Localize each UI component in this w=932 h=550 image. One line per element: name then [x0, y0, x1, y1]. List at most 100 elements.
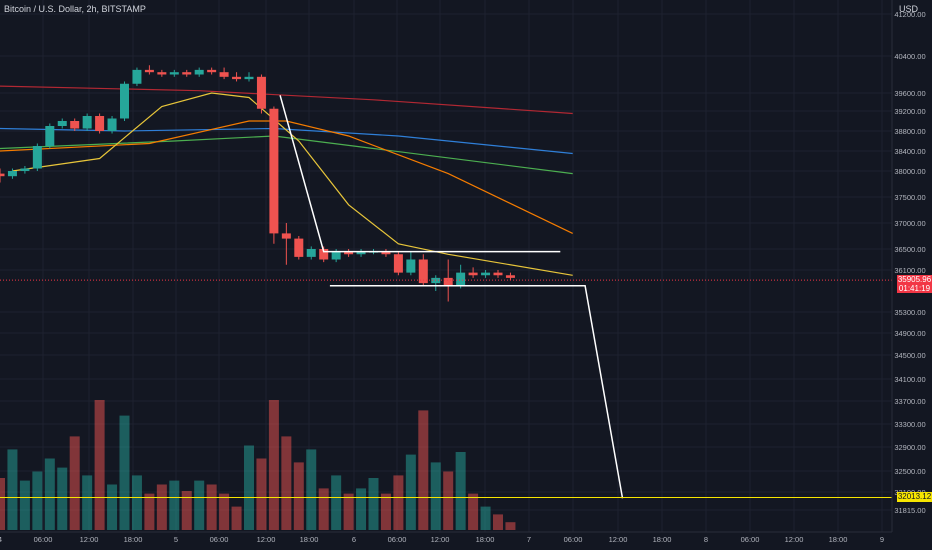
- volume-bar: [493, 514, 503, 530]
- y-tick-label: 37500.00: [894, 193, 925, 202]
- candle-body: [219, 72, 229, 77]
- y-tick-label: 32900.00: [894, 443, 925, 452]
- volume-bar: [268, 400, 279, 530]
- y-tick-label: 39600.00: [894, 89, 925, 98]
- candle-body: [281, 233, 291, 239]
- volume-bar: [131, 475, 142, 530]
- candle-body: [443, 277, 453, 286]
- volume-bar: [7, 449, 18, 530]
- candle-body: [32, 146, 42, 169]
- candle-body: [169, 72, 179, 75]
- candle: [281, 223, 291, 265]
- x-tick-label: 12:00: [257, 535, 276, 544]
- x-tick-label: 8: [704, 535, 708, 544]
- candle-body: [319, 249, 329, 260]
- candle-body: [481, 272, 491, 276]
- current-price-value: 35905.96: [897, 275, 932, 285]
- candle-body: [45, 126, 55, 146]
- candle: [356, 249, 366, 257]
- volume-bar: [293, 462, 304, 530]
- x-tick-label: 6: [352, 535, 356, 544]
- candle: [207, 67, 217, 75]
- candle-body: [356, 251, 366, 255]
- volume-bar: [455, 452, 466, 530]
- x-tick-label: 5: [174, 535, 178, 544]
- candle-body: [144, 69, 154, 73]
- candle-body: [418, 259, 428, 284]
- volume-bar: [94, 400, 105, 530]
- candle: [32, 143, 42, 171]
- candle-body: [505, 275, 515, 278]
- candle: [269, 106, 279, 244]
- candle: [431, 275, 441, 291]
- volume-bar: [343, 493, 354, 530]
- trendline-drawings[interactable]: [279, 95, 624, 499]
- grid: [0, 0, 892, 532]
- y-axis-labels: 41200.00 40400.00 39600.00 39200.00 38800.00…: [894, 10, 925, 515]
- moving-average-line: [0, 127, 573, 155]
- y-tick-label: 37000.00: [894, 219, 925, 228]
- candle: [481, 270, 491, 278]
- volume-bar: [19, 480, 30, 530]
- candle-body: [182, 72, 192, 75]
- candle: [7, 168, 17, 179]
- volume-bar: [219, 493, 230, 530]
- horizontal-level-tag: 32013.12: [897, 492, 932, 503]
- candle-body: [157, 72, 167, 75]
- x-tick-label: 18:00: [124, 535, 143, 544]
- candle: [294, 236, 304, 260]
- x-tick-label: 7: [527, 535, 531, 544]
- trendline[interactable]: [329, 285, 624, 499]
- candle: [132, 67, 142, 87]
- y-tick-label: 34100.00: [894, 375, 925, 384]
- moving-average-line: [0, 85, 573, 115]
- candle: [157, 69, 167, 77]
- candle-body: [244, 76, 254, 80]
- y-tick-label: 39200.00: [894, 107, 925, 116]
- volume-bar: [82, 475, 93, 530]
- candle: [443, 259, 453, 302]
- candle-body: [82, 116, 92, 129]
- candle: [456, 264, 466, 289]
- candle: [194, 67, 204, 77]
- volume-bar: [107, 484, 118, 530]
- candle: [244, 72, 254, 82]
- volume-bar: [244, 445, 254, 530]
- x-tick-label: 06:00: [388, 535, 407, 544]
- candle-body: [107, 118, 117, 131]
- volume-bar: [380, 493, 391, 530]
- candle-body: [393, 254, 403, 273]
- volume-bar: [119, 415, 130, 530]
- candle-body: [344, 251, 354, 255]
- candle: [95, 113, 105, 134]
- candle-body: [194, 69, 204, 75]
- candle-body: [256, 76, 266, 109]
- y-tick-label: 40400.00: [894, 52, 925, 61]
- volume-bar: [44, 458, 55, 530]
- candle-body: [232, 76, 242, 80]
- x-tick-label: 12:00: [609, 535, 628, 544]
- candle: [256, 74, 266, 114]
- candle: [82, 113, 92, 131]
- candle: [406, 251, 416, 276]
- candle: [232, 72, 242, 82]
- candle: [107, 116, 117, 134]
- x-tick-label: 12:00: [431, 535, 450, 544]
- y-tick-label: 32500.00: [894, 467, 925, 476]
- candle: [182, 69, 192, 77]
- x-tick-label: 06:00: [34, 535, 53, 544]
- volume-bar: [169, 480, 180, 530]
- volume-bar: [231, 506, 242, 530]
- x-tick-label: 06:00: [564, 535, 583, 544]
- candle: [493, 270, 503, 278]
- x-axis-labels: 4 06:00 12:00 18:00 5 06:00 12:00 18:00 6 06:00 12…: [0, 535, 884, 544]
- x-tick-label: 18:00: [476, 535, 495, 544]
- volume-bar: [256, 458, 267, 530]
- candle: [20, 166, 30, 174]
- y-tick-label: 36500.00: [894, 245, 925, 254]
- candle: [468, 267, 478, 278]
- volume-bar: [206, 484, 217, 530]
- x-tick-label: 9: [880, 535, 884, 544]
- trendline[interactable]: [279, 95, 561, 253]
